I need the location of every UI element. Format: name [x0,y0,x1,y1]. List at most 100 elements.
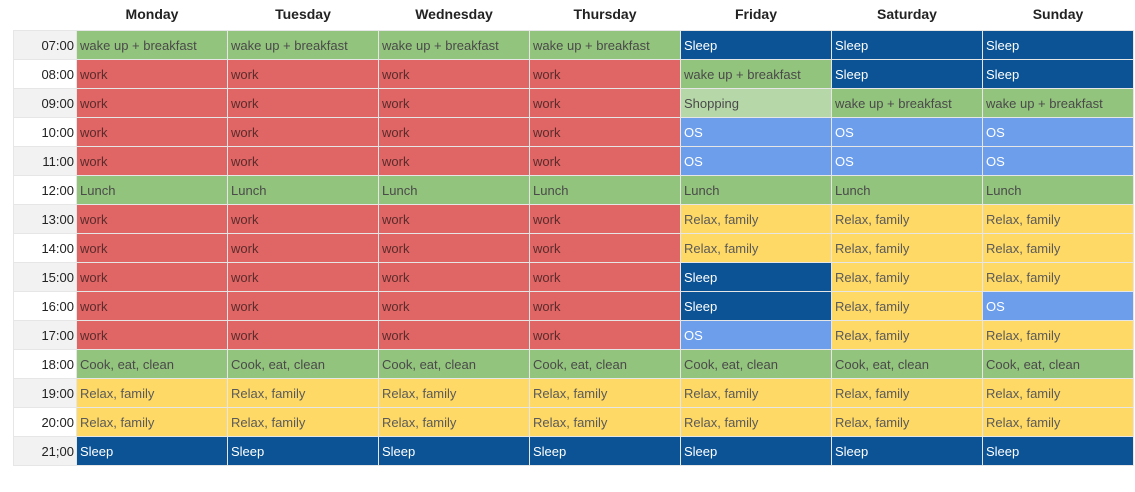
activity-cell[interactable]: work [378,88,530,118]
activity-cell[interactable]: Relax, family [680,378,832,408]
activity-cell[interactable]: Relax, family [227,378,379,408]
activity-cell[interactable]: OS [680,146,832,176]
activity-cell[interactable]: work [227,117,379,147]
activity-cell[interactable]: Sleep [831,30,983,60]
activity-cell[interactable]: Relax, family [76,407,228,437]
activity-cell[interactable]: wake up + breakfast [529,30,681,60]
activity-cell[interactable]: Relax, family [831,378,983,408]
activity-cell[interactable]: Relax, family [831,204,983,234]
activity-cell[interactable]: work [227,88,379,118]
activity-cell[interactable]: work [378,291,530,321]
activity-cell[interactable]: work [378,204,530,234]
activity-cell[interactable]: Sleep [982,436,1134,466]
activity-cell[interactable]: Cook, eat, clean [831,349,983,379]
activity-cell[interactable]: Relax, family [76,378,228,408]
activity-cell[interactable]: work [76,204,228,234]
activity-cell[interactable]: Lunch [982,175,1134,205]
activity-cell[interactable]: work [76,59,228,89]
activity-cell[interactable]: work [378,262,530,292]
activity-cell[interactable]: Sleep [831,59,983,89]
activity-cell[interactable]: Sleep [76,436,228,466]
activity-cell[interactable]: OS [680,320,832,350]
activity-cell[interactable]: wake up + breakfast [982,88,1134,118]
activity-cell[interactable]: Lunch [831,175,983,205]
activity-cell[interactable]: OS [831,117,983,147]
activity-cell[interactable]: work [529,262,681,292]
activity-cell[interactable]: Relax, family [378,378,530,408]
activity-cell[interactable]: OS [831,146,983,176]
activity-cell[interactable]: OS [680,117,832,147]
activity-cell[interactable]: Lunch [227,175,379,205]
activity-cell[interactable]: Cook, eat, clean [76,349,228,379]
activity-cell[interactable]: work [76,262,228,292]
activity-cell[interactable]: Sleep [680,291,832,321]
activity-cell[interactable]: Sleep [831,436,983,466]
activity-cell[interactable]: work [529,320,681,350]
activity-cell[interactable]: work [529,291,681,321]
activity-cell[interactable]: Sleep [529,436,681,466]
activity-cell[interactable]: work [76,291,228,321]
activity-cell[interactable]: work [227,291,379,321]
activity-cell[interactable]: Shopping [680,88,832,118]
activity-cell[interactable]: work [76,320,228,350]
activity-cell[interactable]: work [378,117,530,147]
activity-cell[interactable]: Sleep [680,262,832,292]
activity-cell[interactable]: wake up + breakfast [378,30,530,60]
activity-cell[interactable]: OS [982,291,1134,321]
activity-cell[interactable]: Sleep [982,30,1134,60]
activity-cell[interactable]: wake up + breakfast [680,59,832,89]
activity-cell[interactable]: work [227,146,379,176]
activity-cell[interactable]: Relax, family [831,233,983,263]
activity-cell[interactable]: Relax, family [378,407,530,437]
activity-cell[interactable]: Relax, family [982,378,1134,408]
activity-cell[interactable]: Cook, eat, clean [529,349,681,379]
activity-cell[interactable]: wake up + breakfast [831,88,983,118]
activity-cell[interactable]: work [227,59,379,89]
activity-cell[interactable]: work [76,88,228,118]
activity-cell[interactable]: work [378,59,530,89]
activity-cell[interactable]: work [529,59,681,89]
activity-cell[interactable]: Relax, family [982,262,1134,292]
activity-cell[interactable]: Cook, eat, clean [680,349,832,379]
activity-cell[interactable]: OS [982,117,1134,147]
activity-cell[interactable]: work [529,146,681,176]
activity-cell[interactable]: Relax, family [982,320,1134,350]
activity-cell[interactable]: Relax, family [982,407,1134,437]
activity-cell[interactable]: Relax, family [529,378,681,408]
activity-cell[interactable]: work [227,262,379,292]
activity-cell[interactable]: wake up + breakfast [227,30,379,60]
activity-cell[interactable]: work [529,88,681,118]
activity-cell[interactable]: work [529,117,681,147]
activity-cell[interactable]: work [227,320,379,350]
activity-cell[interactable]: Relax, family [831,407,983,437]
activity-cell[interactable]: Lunch [529,175,681,205]
activity-cell[interactable]: Relax, family [680,407,832,437]
activity-cell[interactable]: Relax, family [831,291,983,321]
activity-cell[interactable]: Relax, family [982,204,1134,234]
activity-cell[interactable]: Lunch [378,175,530,205]
activity-cell[interactable]: Lunch [76,175,228,205]
activity-cell[interactable]: work [227,233,379,263]
activity-cell[interactable]: Relax, family [982,233,1134,263]
activity-cell[interactable]: Relax, family [227,407,379,437]
activity-cell[interactable]: work [529,233,681,263]
activity-cell[interactable]: Sleep [227,436,379,466]
activity-cell[interactable]: work [227,204,379,234]
activity-cell[interactable]: work [76,117,228,147]
activity-cell[interactable]: wake up + breakfast [76,30,228,60]
activity-cell[interactable]: Sleep [680,30,832,60]
activity-cell[interactable]: OS [982,146,1134,176]
activity-cell[interactable]: Sleep [378,436,530,466]
activity-cell[interactable]: Lunch [680,175,832,205]
activity-cell[interactable]: Cook, eat, clean [378,349,530,379]
activity-cell[interactable]: Cook, eat, clean [227,349,379,379]
activity-cell[interactable]: work [76,233,228,263]
activity-cell[interactable]: work [529,204,681,234]
activity-cell[interactable]: Relax, family [831,320,983,350]
activity-cell[interactable]: Cook, eat, clean [982,349,1134,379]
activity-cell[interactable]: work [378,320,530,350]
activity-cell[interactable]: Relax, family [680,233,832,263]
activity-cell[interactable]: Relax, family [529,407,681,437]
activity-cell[interactable]: Sleep [680,436,832,466]
activity-cell[interactable]: Relax, family [680,204,832,234]
